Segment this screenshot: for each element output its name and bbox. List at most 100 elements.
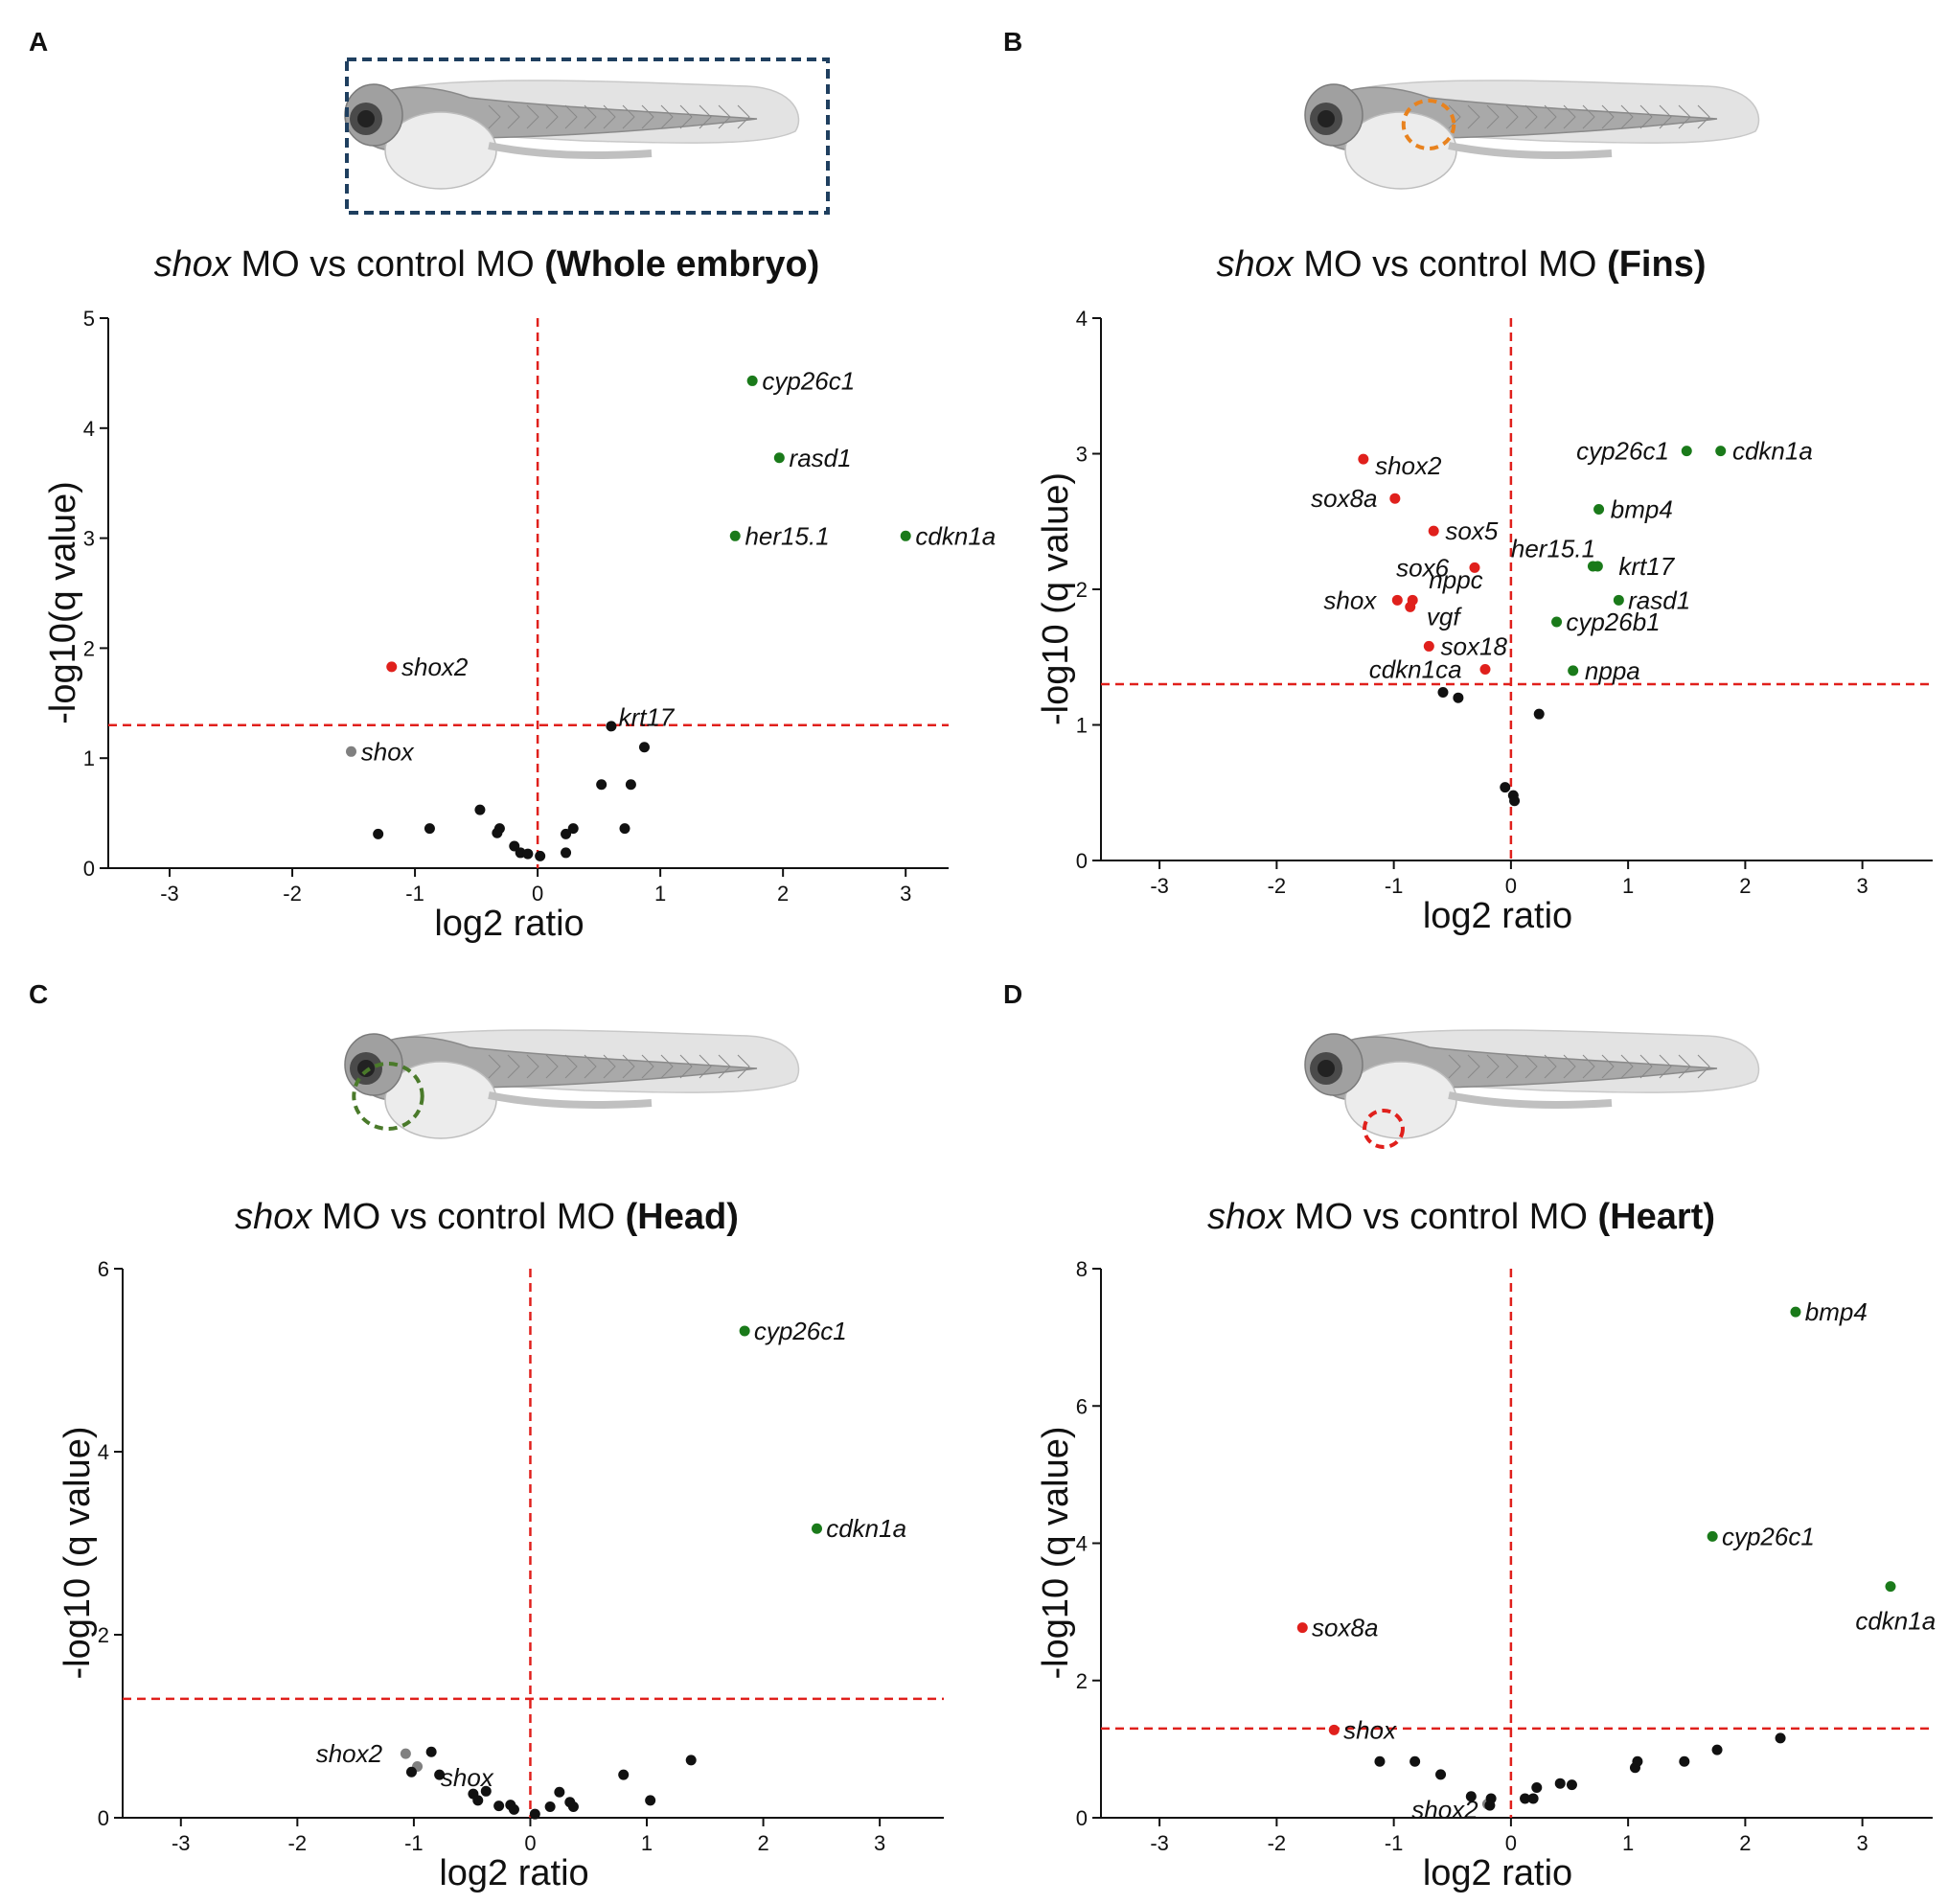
somite [1524, 1054, 1538, 1079]
data-point [739, 1325, 750, 1337]
data-point [535, 850, 546, 861]
gene-label: bmp4 [1805, 1297, 1868, 1326]
data-point [1790, 1306, 1801, 1318]
data-point [1527, 1793, 1539, 1804]
gene-label: her15.1 [745, 521, 829, 550]
gene-label: cdkn1a [826, 1514, 906, 1543]
somite [622, 104, 635, 129]
panel-whole-embryo: A shox MO vs control MO (Whole embryo) 0… [0, 0, 996, 952]
somite [1486, 104, 1500, 129]
data-point [1405, 601, 1416, 612]
x-tick-label: 1 [1622, 1831, 1634, 1855]
x-tick-label: -1 [1385, 1831, 1404, 1855]
pupil [357, 1060, 375, 1077]
somite [1448, 1054, 1461, 1079]
data-point [567, 1801, 579, 1813]
gene-label: rasd1 [790, 444, 852, 472]
somite [488, 1054, 501, 1079]
y-tick-label: 3 [83, 527, 95, 551]
data-point [1554, 1778, 1566, 1789]
data-point [619, 823, 630, 835]
somite [1563, 104, 1576, 129]
x-axis-label: log2 ratio [1423, 896, 1572, 936]
gene-label: sox8a [1312, 1614, 1378, 1642]
x-tick-label: 2 [1739, 874, 1751, 898]
yolk-extension [1448, 1091, 1613, 1109]
data-point [1374, 1755, 1386, 1767]
data-point [618, 1769, 630, 1780]
somite [737, 104, 750, 129]
panel-title: shox MO vs control MO (Fins) [1216, 244, 1707, 285]
x-tick-label: 3 [1857, 874, 1868, 898]
embryo-illustration [1304, 1029, 1760, 1149]
data-point [1679, 1755, 1690, 1767]
data-point [1428, 525, 1439, 537]
somite [1678, 104, 1691, 129]
data-point [1551, 616, 1563, 628]
pupil [357, 110, 375, 127]
data-point [425, 1746, 437, 1757]
somite [1505, 1054, 1519, 1079]
x-tick-label: 3 [1857, 1831, 1868, 1855]
x-tick-label: 1 [1622, 874, 1634, 898]
gene-label: shox2 [1375, 451, 1442, 480]
gene-label: shox [361, 737, 415, 766]
gene-label: rasd1 [1628, 585, 1690, 614]
y-tick-label: 2 [83, 636, 95, 660]
region-marker [1363, 1109, 1405, 1149]
gene-label: nppa [1585, 656, 1640, 685]
somite [526, 104, 539, 129]
data-point [1484, 1800, 1496, 1811]
data-point [1389, 493, 1401, 504]
somite [679, 104, 693, 129]
x-tick-label: 0 [532, 882, 543, 906]
y-tick-label: 2 [98, 1623, 109, 1647]
somite [718, 104, 731, 129]
somite [545, 104, 559, 129]
gene-label: cdkn1a [1855, 1606, 1936, 1635]
panel-title: shox MO vs control MO (Head) [235, 1197, 739, 1237]
gene-label: sox5 [1445, 516, 1498, 545]
somite [1544, 104, 1557, 129]
gene-label: shox [1323, 585, 1377, 614]
somite [641, 104, 654, 129]
data-point [529, 1808, 540, 1820]
y-tick-label: 2 [1076, 1669, 1088, 1693]
data-point [386, 661, 398, 673]
y-tick-label: 0 [98, 1806, 109, 1830]
x-tick-label: 2 [757, 1831, 768, 1855]
x-tick-label: -2 [283, 882, 302, 906]
data-point [1391, 594, 1403, 606]
somite [507, 104, 520, 129]
data-point [508, 1803, 519, 1815]
data-point [1423, 640, 1434, 652]
data-point [1711, 1744, 1723, 1755]
x-tick-label: 2 [1739, 1831, 1751, 1855]
gene-label: nppc [1429, 565, 1482, 594]
x-tick-label: 1 [654, 882, 666, 906]
somite [1620, 104, 1634, 129]
x-tick-label: -1 [1385, 874, 1404, 898]
data-point [645, 1795, 656, 1806]
data-point [554, 1786, 565, 1798]
data-point [474, 804, 486, 815]
embryo-shape [1304, 1029, 1760, 1139]
data-point [1465, 1791, 1477, 1802]
somite [603, 1054, 616, 1079]
data-point [434, 1769, 446, 1780]
x-axis-label: log2 ratio [1423, 1853, 1572, 1893]
somite [1697, 1054, 1710, 1079]
y-tick-label: 4 [1076, 1532, 1088, 1556]
y-tick-label: 6 [1076, 1394, 1088, 1418]
somite [1659, 1054, 1672, 1079]
y-axis-label: -log10(q value) [43, 481, 83, 723]
panel-fins: B shox MO vs control MO (Fins) 0 1 2 3 4 -3 -2… [974, 0, 1948, 952]
data-point [1568, 665, 1579, 677]
somite [660, 104, 674, 129]
somite [1563, 1054, 1576, 1079]
embryo-illustration [344, 1029, 800, 1139]
data-point [1707, 1530, 1718, 1542]
gene-label: cyp26c1 [1576, 437, 1669, 466]
somite [564, 1054, 578, 1079]
gene-label: cdkn1a [915, 521, 996, 550]
